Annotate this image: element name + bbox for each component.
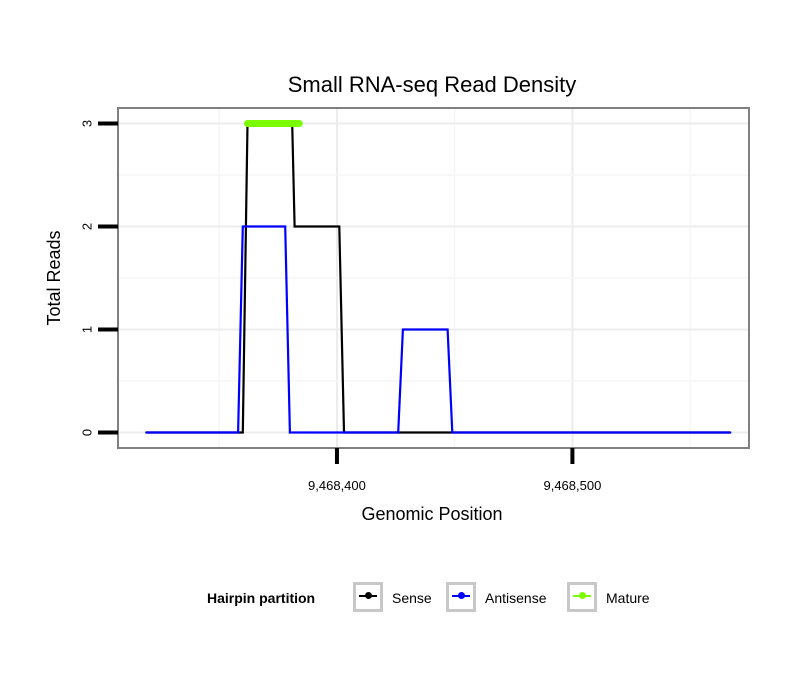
x-tick-label: 9,468,500	[543, 478, 601, 493]
y-tick-label: 1	[79, 326, 94, 333]
grid	[118, 108, 749, 448]
axes: 9,468,400 9,468,500 0 1 2 3	[79, 120, 601, 493]
plot-panel	[117, 107, 750, 449]
y-tick-label: 2	[79, 223, 94, 230]
x-axis-label: Genomic Position	[361, 504, 502, 524]
series-line-antisense	[145, 225, 732, 434]
x-tick-label: 9,468,400	[308, 478, 366, 493]
y-tick-label: 3	[79, 120, 94, 127]
legend-dot-sense	[365, 592, 372, 599]
series-layer	[145, 120, 732, 434]
legend-dot-antisense	[458, 592, 465, 599]
legend-title: Hairpin partition	[207, 590, 316, 606]
legend-dot-mature	[579, 592, 586, 599]
legend-label-antisense: Antisense	[485, 590, 547, 606]
chart-title: Small RNA-seq Read Density	[288, 72, 577, 97]
legend-label-mature: Mature	[606, 590, 650, 606]
y-axis-label: Total Reads	[44, 230, 64, 325]
legend: Hairpin partition Sense Antisense Mature	[0, 578, 810, 618]
y-tick-label: 0	[79, 429, 94, 436]
series-line-sense	[145, 122, 732, 434]
legend-key-antisense	[446, 582, 476, 612]
legend-key-mature	[567, 582, 597, 612]
legend-label-sense: Sense	[392, 590, 432, 606]
legend-key-sense	[353, 582, 383, 612]
